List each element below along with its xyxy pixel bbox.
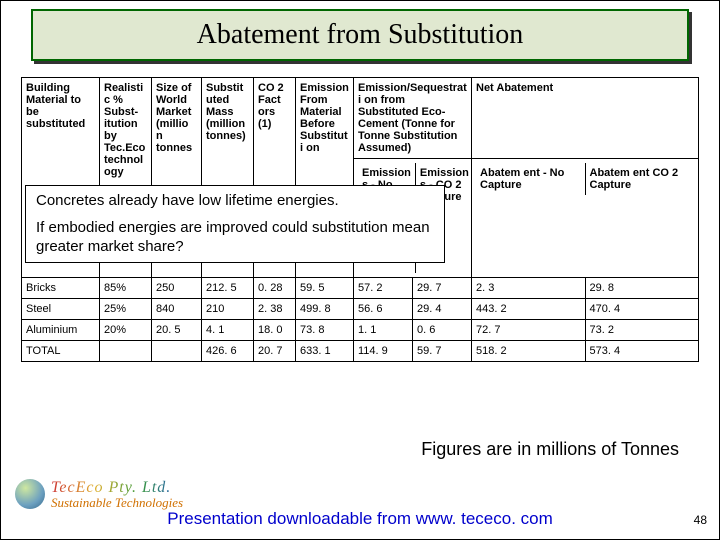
callout-line-1: Concretes already have low lifetime ener… <box>36 192 434 211</box>
split-cell: 114. 9 59. 7 <box>354 341 472 362</box>
split-cell: 57. 2 29. 7 <box>354 278 472 299</box>
cell: 0. 6 <box>413 320 471 340</box>
cell: TOTAL <box>22 341 100 362</box>
cell: 29. 4 <box>413 299 471 319</box>
cell: Bricks <box>22 278 100 299</box>
cell: 57. 2 <box>354 278 413 298</box>
cell: 1. 1 <box>354 320 413 340</box>
cell: 114. 9 <box>354 341 413 361</box>
split-cell: 2. 3 29. 8 <box>472 278 699 299</box>
cell: 499. 8 <box>296 299 354 320</box>
cell: 59. 5 <box>296 278 354 299</box>
cell: 443. 2 <box>472 299 586 319</box>
title-box: Abatement from Substitution <box>31 9 689 61</box>
cell: 4. 1 <box>202 320 254 341</box>
split-cell: 56. 6 29. 4 <box>354 299 472 320</box>
split-cell: 518. 2 573. 4 <box>472 341 699 362</box>
cell: 56. 6 <box>354 299 413 319</box>
sub-header: Abatem ent - No Capture <box>476 163 586 195</box>
table-row: TOTAL 426. 6 20. 7 633. 1 114. 9 59. 7 5… <box>22 341 699 362</box>
cell: 25% <box>100 299 152 320</box>
figures-note: Figures are in millions of Tonnes <box>421 439 679 460</box>
brand-bottom: Sustainable Technologies <box>51 496 183 509</box>
cell: 73. 2 <box>586 320 699 340</box>
cell: 29. 7 <box>413 278 471 298</box>
cell: 73. 8 <box>296 320 354 341</box>
split-cell: 72. 7 73. 2 <box>472 320 699 341</box>
sub-header: Abatem ent CO 2 Capture <box>586 163 695 195</box>
table-row: Bricks 85% 250 212. 5 0. 28 59. 5 57. 2 … <box>22 278 699 299</box>
placeholder-cell: Abatem ent - No Capture Abatem ent CO 2 … <box>472 159 699 278</box>
cell: 20. 7 <box>254 341 296 362</box>
slide-title: Abatement from Substitution <box>197 19 524 51</box>
col-header: Net Abatement <box>472 78 699 159</box>
col-header: Emission/Sequestrati on from Substituted… <box>354 78 472 159</box>
cell <box>152 341 202 362</box>
cell: 633. 1 <box>296 341 354 362</box>
cell: 840 <box>152 299 202 320</box>
cell: Aluminium <box>22 320 100 341</box>
logo-block: TecEco Pty. Ltd. Sustainable Technologie… <box>15 479 183 509</box>
cell: 2. 3 <box>472 278 586 298</box>
brand-top: TecEco Pty. Ltd. <box>51 480 183 496</box>
table-row: Aluminium 20% 20. 5 4. 1 18. 0 73. 8 1. … <box>22 320 699 341</box>
cell: 518. 2 <box>472 341 586 361</box>
cell: 29. 8 <box>586 278 699 298</box>
globe-icon <box>15 479 45 509</box>
footer: TecEco Pty. Ltd. Sustainable Technologie… <box>1 479 719 535</box>
cell: 0. 28 <box>254 278 296 299</box>
brand: TecEco Pty. Ltd. Sustainable Technologie… <box>51 480 183 509</box>
table-header-row-1: Building Material to be substituted Real… <box>22 78 699 159</box>
cell: 210 <box>202 299 254 320</box>
cell: 470. 4 <box>586 299 699 319</box>
cell: 72. 7 <box>472 320 586 340</box>
callout-box: Concretes already have low lifetime ener… <box>25 185 445 263</box>
cell: 20% <box>100 320 152 341</box>
cell: 18. 0 <box>254 320 296 341</box>
cell: Steel <box>22 299 100 320</box>
cell: 20. 5 <box>152 320 202 341</box>
download-note: Presentation downloadable from www. tece… <box>1 509 719 529</box>
cell: 85% <box>100 278 152 299</box>
split-cell: 443. 2 470. 4 <box>472 299 699 320</box>
cell: 2. 38 <box>254 299 296 320</box>
table-row: Steel 25% 840 210 2. 38 499. 8 56. 6 29.… <box>22 299 699 320</box>
cell: 426. 6 <box>202 341 254 362</box>
slide: Abatement from Substitution Building Mat… <box>0 0 720 540</box>
cell: 250 <box>152 278 202 299</box>
cell: 573. 4 <box>586 341 699 361</box>
split-cell: 1. 1 0. 6 <box>354 320 472 341</box>
slide-number: 48 <box>694 513 707 527</box>
cell: 59. 7 <box>413 341 471 361</box>
cell: 212. 5 <box>202 278 254 299</box>
cell <box>100 341 152 362</box>
callout-line-2: If embodied energies are improved could … <box>36 219 434 257</box>
